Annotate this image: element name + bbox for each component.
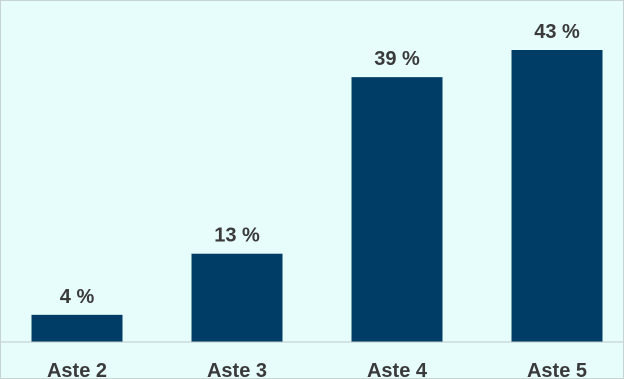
labels-group: 4 % Aste 2 13 % Aste 3 39 % Aste 4 43 % Aste 5 <box>47 21 587 378</box>
bar-1 <box>31 314 123 342</box>
data-label-4: 43 % <box>534 21 580 43</box>
category-label-1: Aste 2 <box>47 360 107 378</box>
bar-2 <box>191 253 283 342</box>
data-label-2: 13 % <box>214 225 260 247</box>
data-label-1: 4 % <box>60 286 95 308</box>
bar-4 <box>511 50 603 342</box>
category-label-2: Aste 3 <box>207 360 267 378</box>
category-label-3: Aste 4 <box>367 360 428 378</box>
data-label-3: 39 % <box>374 48 420 70</box>
category-label-4: Aste 5 <box>527 360 587 378</box>
bar-3 <box>351 77 443 343</box>
bars-group <box>31 50 603 343</box>
